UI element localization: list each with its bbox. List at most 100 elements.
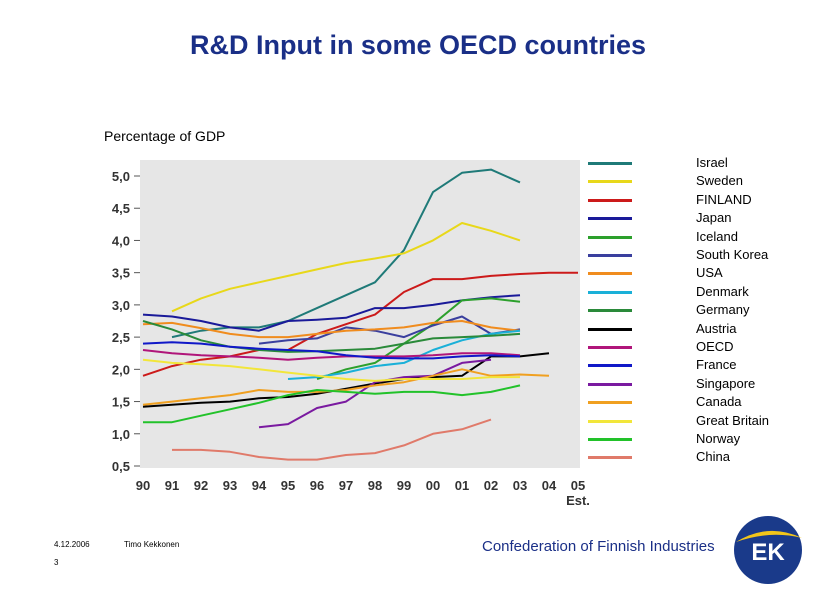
legend-item: FINLAND (584, 191, 804, 209)
legend-label: Sweden (696, 173, 743, 189)
legend-label: Japan (696, 210, 732, 226)
x-tick-label: 99 (397, 478, 411, 493)
legend-item: Canada (584, 393, 804, 411)
x-tick-label: 92 (194, 478, 208, 493)
legend-label: FINLAND (696, 191, 752, 207)
x-tick-label: 02 (484, 478, 498, 493)
legend-item: Austria (584, 320, 804, 338)
series-line-finland (142, 271, 578, 377)
legend-swatch (588, 364, 632, 368)
footer-page-number: 3 (54, 558, 59, 567)
series-line-norway (143, 384, 521, 424)
y-tick-label: 3,0 (112, 298, 130, 313)
legend-swatch (588, 272, 632, 276)
y-tick-label: 2,5 (112, 330, 130, 345)
legend-item: USA (584, 264, 804, 282)
legend-label: Israel (696, 155, 728, 170)
legend-swatch (588, 254, 632, 257)
x-tick-label: 90 (136, 478, 150, 493)
series-line-canada (142, 368, 550, 406)
x-tick-label: 04 (542, 478, 557, 493)
legend-label: Canada (696, 394, 742, 410)
legend-swatch (588, 401, 632, 405)
legend-label: Singapore (696, 375, 756, 391)
legend-swatch (588, 419, 632, 423)
footer-author: Timo Kekkonen (124, 540, 180, 549)
x-tick-label: 91 (165, 478, 179, 493)
x-tick-label: 97 (339, 478, 353, 493)
legend-item: Germany (584, 301, 804, 319)
series-line-austria (142, 352, 550, 408)
x-tick-note: Est. (566, 493, 590, 508)
series-line-sweden (171, 222, 521, 313)
legend-label: South Korea (696, 247, 769, 262)
legend-swatch (588, 198, 632, 202)
x-tick-label: 98 (368, 478, 382, 493)
legend-swatch (588, 217, 632, 221)
legend-item: Great Britain (584, 412, 804, 430)
series-line-japan (142, 294, 521, 332)
legend-item: Denmark (584, 283, 804, 301)
y-tick-label: 4,0 (112, 233, 130, 248)
legend-item: Japan (584, 209, 804, 227)
series-line-france (142, 341, 521, 360)
legend-item: France (584, 356, 804, 374)
x-tick-label: 05 (571, 478, 585, 493)
legend-label: Denmark (696, 283, 749, 299)
legend-swatch (588, 309, 632, 313)
legend-item: Iceland (584, 228, 804, 246)
ek-logo: EK (734, 516, 802, 584)
legend-label: France (696, 357, 737, 373)
x-tick-label: 93 (223, 478, 237, 493)
legend-swatch (588, 290, 632, 294)
legend-swatch (588, 327, 632, 331)
y-axis-ticks: 5,0 4,5 4,0 3,5 3,0 2,5 2,0 1,5 1,0 0,5 (112, 169, 140, 474)
organization-name: Confederation of Finnish Industries (482, 538, 715, 555)
y-tick-label: 0,5 (112, 459, 130, 474)
x-tick-label: 95 (281, 478, 295, 493)
series-line-usa (142, 320, 521, 339)
legend-item: South Korea (584, 246, 804, 264)
series-line-iceland (316, 297, 521, 380)
series-line-great-britain (142, 358, 520, 382)
legend-swatch (588, 180, 632, 184)
legend-item: Sweden (584, 172, 804, 190)
legend-item: Israel (584, 154, 804, 172)
legend-label: Great Britain (696, 412, 769, 428)
legend-swatch (588, 438, 632, 441)
series-line-china (172, 418, 492, 461)
legend-label: Iceland (696, 228, 738, 244)
y-tick-label: 2,0 (112, 362, 130, 377)
legend-swatch (588, 235, 632, 239)
x-tick-label: 00 (426, 478, 440, 493)
series-line-singapore (258, 358, 492, 429)
y-tick-label: 4,5 (112, 201, 130, 216)
legend-label: USA (696, 265, 723, 281)
legend-item: China (584, 448, 804, 466)
page-title: R&D Input in some OECD countries (189, 30, 647, 60)
legend-swatch (588, 346, 632, 349)
legend-swatch (588, 456, 632, 460)
series-lines (142, 168, 578, 461)
legend-item: Norway (584, 430, 804, 448)
legend-label: Norway (696, 431, 741, 446)
legend-item: Singapore (584, 375, 804, 393)
legend-swatch (588, 382, 632, 386)
y-tick-label: 5,0 (112, 169, 130, 184)
logo-text: EK (751, 539, 785, 566)
legend-label: China (696, 449, 730, 465)
legend-label: OECD (696, 339, 734, 354)
legend-label: Germany (696, 302, 750, 318)
series-line-germany (142, 320, 521, 353)
y-tick-label: 1,5 (112, 395, 130, 410)
x-tick-label: 94 (252, 478, 267, 493)
legend-swatch (588, 162, 632, 165)
y-tick-label: 3,5 (112, 266, 130, 281)
series-line-oecd (142, 349, 521, 361)
y-tick-label: 1,0 (112, 427, 130, 442)
legend-item: OECD (584, 338, 804, 356)
footer-date: 4.12.2006 (54, 540, 90, 549)
legend-label: Austria (696, 320, 737, 336)
